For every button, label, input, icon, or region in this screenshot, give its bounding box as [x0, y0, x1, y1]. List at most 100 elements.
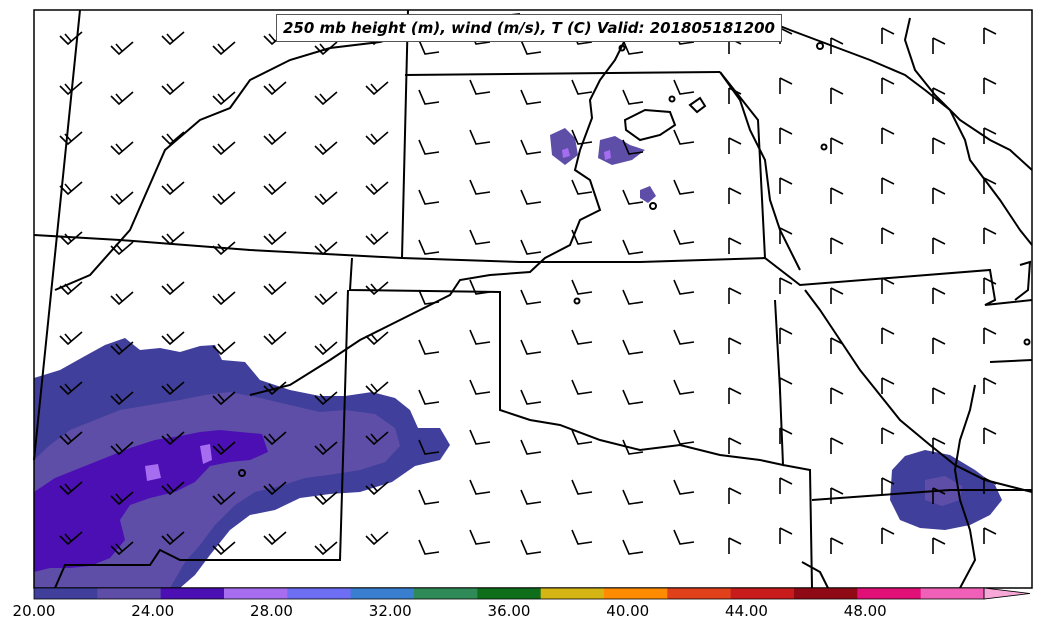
wind-barb: [830, 37, 844, 54]
wind-barb: [365, 81, 389, 96]
wind-barb: [571, 229, 593, 245]
colorbar-segment: [34, 588, 98, 599]
wind-barb: [983, 377, 997, 394]
wind-barb: [365, 281, 389, 296]
state-line: [33, 9, 81, 461]
wind-barb: [728, 287, 742, 304]
wind-barb: [161, 181, 185, 196]
wind-barb: [161, 381, 185, 396]
wind-barb: [263, 281, 287, 296]
wind-barb: [110, 291, 134, 306]
wind-barb: [263, 531, 287, 546]
wind-barb: [779, 327, 793, 344]
colorbar-segment: [97, 588, 162, 599]
wind-barb: [161, 281, 185, 296]
wind-barb: [314, 441, 338, 456]
wind-barb: [728, 387, 742, 404]
wind-barb: [779, 477, 793, 494]
colorbar-tick-label: 48.00: [843, 602, 887, 620]
wind-barb: [779, 177, 793, 194]
wind-barb: [263, 431, 287, 446]
wind-barb: [932, 237, 946, 254]
shade-band-3: [34, 430, 268, 572]
state-line: [348, 257, 785, 467]
wind-barb: [830, 137, 844, 154]
wind-barb: [212, 391, 236, 406]
wind-barb: [622, 239, 644, 255]
wind-barb: [830, 537, 844, 554]
wind-barb: [110, 391, 134, 406]
wind-barb: [520, 289, 542, 305]
state-line: [989, 359, 1033, 363]
wind-barb: [59, 231, 83, 246]
wind-barb: [365, 331, 389, 346]
state-line: [54, 289, 349, 589]
wind-barb: [881, 27, 895, 44]
wind-barb: [520, 539, 542, 555]
wind-barb: [365, 531, 389, 546]
wind-barb: [571, 479, 593, 495]
wind-barb: [881, 377, 895, 394]
colorbar-segment: [160, 588, 225, 599]
wind-barb: [59, 381, 83, 396]
wind-barb: [779, 377, 793, 394]
wind-barb: [983, 27, 997, 44]
wind-barb: [622, 289, 644, 305]
wind-barb: [673, 279, 695, 295]
wind-barb: [622, 539, 644, 555]
wind-barb: [932, 337, 946, 354]
wind-barb: [983, 427, 997, 444]
wind-barb: [110, 191, 134, 206]
wind-barb: [728, 537, 742, 554]
wind-barb: [161, 331, 185, 346]
map-title: 250 mb height (m), wind (m/s), T (C) Val…: [276, 14, 782, 42]
wind-barb: [418, 139, 440, 155]
wind-barb: [212, 191, 236, 206]
wind-barb: [830, 337, 844, 354]
wind-barb: [110, 91, 134, 106]
wind-barb: [263, 331, 287, 346]
wind-barb: [673, 179, 695, 195]
wind-barb: [520, 489, 542, 505]
wind-barb: [263, 481, 287, 496]
wind-barb: [59, 481, 83, 496]
wind-barb: [314, 91, 338, 106]
colorbar-segment: [794, 588, 858, 599]
colorbar: [33, 587, 1031, 600]
wind-barb: [881, 177, 895, 194]
colorbar-tick-label: 20.00: [12, 602, 56, 620]
wind-barb: [469, 479, 491, 495]
wind-barb: [571, 429, 593, 445]
wind-barb: [728, 87, 742, 104]
colorbar-tick-label: 40.00: [606, 602, 650, 620]
wind-barb: [520, 139, 542, 155]
wind-barb: [673, 79, 695, 95]
wind-barb: [314, 491, 338, 506]
wind-barb: [571, 179, 593, 195]
wind-barb: [673, 229, 695, 245]
wind-barb: [622, 489, 644, 505]
wind-barb: [520, 239, 542, 255]
wind-barb: [571, 279, 593, 295]
state-line: [782, 464, 813, 589]
wind-barb: [314, 41, 338, 56]
wind-barb: [469, 529, 491, 545]
wind-barb: [469, 129, 491, 145]
colorbar-segment: [920, 588, 985, 599]
wind-barb: [673, 379, 695, 395]
wind-barb: [830, 87, 844, 104]
wind-barb: [59, 181, 83, 196]
wind-barb: [779, 277, 793, 294]
wind-barb: [520, 89, 542, 105]
wind-barb: [469, 329, 491, 345]
wind-barb: [830, 487, 844, 504]
wind-barb: [418, 39, 440, 55]
wind-barb: [830, 187, 844, 204]
colorbar-segment: [414, 588, 478, 599]
wind-barb: [622, 139, 644, 155]
wind-barb: [830, 437, 844, 454]
wind-barb: [418, 89, 440, 105]
wind-barb: [59, 531, 83, 546]
colorbar-tick-label: 32.00: [368, 602, 412, 620]
